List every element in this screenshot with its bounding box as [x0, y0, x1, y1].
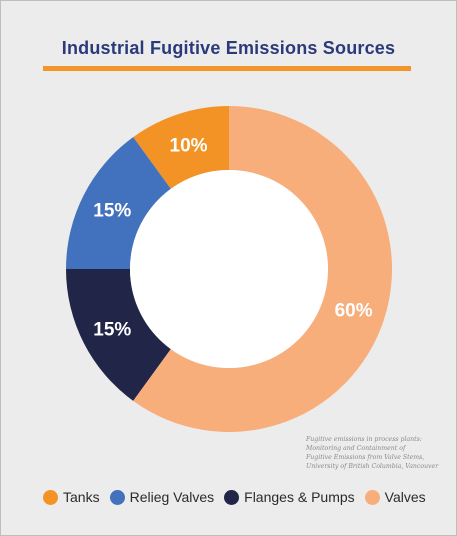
label-valves: 60%: [335, 300, 373, 321]
source-line: Fugitive emissions in process plants:: [306, 436, 422, 443]
legend-item-valves: Valves: [364, 489, 426, 505]
label-flanges-pumps: 15%: [93, 319, 131, 340]
legend-item-flanges-pumps: Flanges & Pumps: [224, 489, 355, 505]
donut-chart: 10% 15% 15% 60%: [66, 106, 392, 432]
slice-flanges-pumps: [66, 269, 171, 401]
label-relief-valves: 15%: [93, 201, 131, 222]
legend-item-relief-valves: Relieg Valves: [109, 489, 215, 505]
legend-swatch: [364, 489, 380, 505]
source-note: Fugitive emissions in process plants: Mo…: [306, 435, 446, 471]
label-tanks: 10%: [170, 135, 208, 156]
legend-label: Valves: [384, 489, 426, 505]
legend-label: Flanges & Pumps: [244, 489, 355, 505]
slice-tanks: [133, 106, 229, 189]
slice-relief-valves: [66, 137, 171, 269]
title-underline: [43, 66, 411, 71]
legend-swatch: [224, 489, 240, 505]
source-line: Fugitive Emissions from Valve Stems,: [306, 454, 425, 461]
source-line: Monitoring and Containment of: [306, 445, 406, 452]
legend-swatch: [109, 489, 125, 505]
legend-swatch: [43, 489, 58, 505]
legend-item-tanks: Tanks: [43, 489, 100, 505]
legend-label: Relieg Valves: [129, 489, 215, 505]
legend-label: Tanks: [63, 489, 100, 505]
chart-title: Industrial Fugitive Emissions Sources: [61, 38, 396, 58]
source-line: University of British Columbia, Vancouve…: [306, 463, 439, 470]
slice-valves: [133, 106, 392, 432]
legend: Tanks Relieg Valves Flanges & Pumps Valv…: [43, 489, 436, 505]
donut-hole: [130, 170, 328, 368]
